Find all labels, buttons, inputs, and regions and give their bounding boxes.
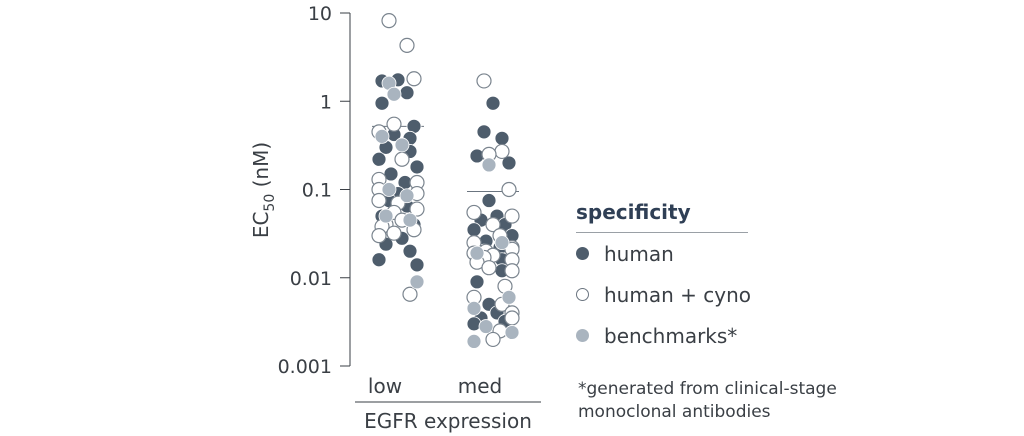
data-point-human [409,159,425,175]
data-point-human-cyno [386,225,402,241]
data-point-human [399,85,415,101]
legend-label-human: human [604,241,674,266]
data-point-human-cyno [504,263,520,279]
data-point-human [466,316,482,332]
footnote: *generated from clinical-stage monoclona… [578,378,837,424]
data-point-benchmarks [381,182,397,197]
data-point-benchmarks [466,333,482,349]
data-point-human [374,95,390,111]
data-point-benchmarks [469,245,485,261]
y-axis-title: EC50 (nM) [249,142,278,238]
data-point-human-cyno [466,204,482,221]
data-point-human [485,95,501,111]
data-point-human-cyno [394,151,410,167]
data-point-human [466,222,482,238]
legend-label-benchmarks: benchmarks* [604,323,738,348]
data-point-human-cyno [381,13,397,29]
data-point-human-cyno [501,181,517,198]
data-point-benchmarks [374,128,390,144]
data-point-human [371,151,387,167]
y-tick-label: 1 [320,91,332,113]
data-point-benchmarks [466,300,482,316]
data-point-human [481,193,497,208]
data-point-human-cyno [504,208,520,224]
data-point-benchmarks [481,157,497,173]
data-point-human-cyno [371,228,387,244]
legend-item-human: human [576,233,876,274]
y-tick-label: 0.001 [278,356,332,378]
data-point-benchmarks [478,319,494,334]
legend-item-benchmarks: benchmarks* [576,315,876,356]
footnote-line-2: monoclonal antibodies [578,402,771,422]
data-point-human-cyno [399,37,415,53]
human-dot-icon [576,247,589,260]
data-point-human [402,243,418,259]
legend-title: specificity [576,200,748,233]
data-point-human-cyno [406,71,422,87]
data-point-human-cyno [494,143,510,160]
data-point-human [501,155,517,171]
x-category-labels: low med [368,374,502,398]
data-point-benchmarks [399,188,415,204]
data-point-human [409,257,425,273]
x-category-label: med [458,374,502,398]
y-tick-label: 0.1 [302,180,332,202]
data-point-benchmarks [386,86,402,102]
y-tick-label: 0.01 [290,268,332,290]
data-point-human-cyno [476,73,492,89]
data-point-human [469,274,485,290]
legend: specificity human human + cyno benchmark… [576,200,876,356]
data-point-human [476,124,492,140]
data-point-human-cyno [485,331,501,348]
data-point-benchmarks [402,212,418,228]
y-axis: 0.001 0.01 0.1 1 10 [278,3,351,378]
data-point-benchmarks [394,137,410,153]
data-point-human-cyno [485,217,501,233]
data-point-human [494,130,510,146]
y-tick-label: 10 [308,3,332,25]
legend-item-human-cyno: human + cyno [576,274,876,315]
data-point-human-cyno [409,201,425,217]
data-points [371,13,520,349]
x-category-label: low [368,374,402,398]
data-point-human-cyno [504,310,520,326]
data-point-human [371,252,387,268]
benchmarks-dot-icon [576,329,589,342]
human-cyno-dot-icon [576,288,589,301]
data-point-human-cyno [371,192,387,209]
footnote-line-1: *generated from clinical-stage [578,379,837,399]
legend-label-human-cyno: human + cyno [604,282,751,307]
x-axis-title: EGFR expression [364,409,532,433]
data-point-benchmarks [494,235,510,251]
data-point-benchmarks [409,274,425,290]
data-point-human-cyno [386,116,402,132]
data-point-benchmarks [501,289,517,305]
data-point-benchmarks [378,208,394,224]
data-point-human-cyno [481,260,497,276]
data-point-human-cyno [402,286,418,302]
data-point-benchmarks [504,325,520,340]
